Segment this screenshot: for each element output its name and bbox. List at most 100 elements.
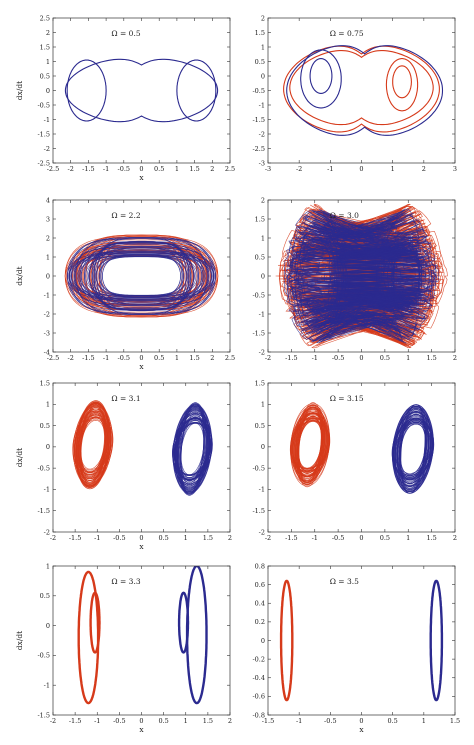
y-tick-label: -1 (44, 682, 50, 690)
x-tick-label: -0.5 (113, 534, 126, 542)
x-tick-label: 1 (175, 354, 179, 362)
trajectory-line (99, 256, 184, 296)
y-tick-label: -2 (44, 145, 50, 153)
y-tick-label: -1 (44, 486, 50, 494)
x-tick-label: -1 (94, 717, 100, 725)
x-tick-label: -1 (296, 717, 302, 725)
x-tick-label: 0 (139, 534, 143, 542)
trajectory-line (283, 45, 440, 133)
y-tick-label: -1.5 (252, 329, 265, 337)
trajectory-line (293, 412, 328, 478)
axes-frame (267, 565, 456, 716)
subplot-title: Ω = 3.0 (330, 211, 359, 220)
trajectory-line (309, 58, 333, 94)
trajectory-line (400, 407, 426, 491)
x-tick-label: 2 (453, 534, 457, 542)
trajectory-line (290, 418, 330, 472)
subplot-title: Ω = 3.15 (330, 394, 364, 403)
x-tick-label: 2 (453, 354, 457, 362)
y-tick-label: -2 (44, 528, 50, 536)
y-tick-label: 1 (46, 562, 50, 570)
x-tick-label: -1 (327, 165, 333, 173)
plot-area (289, 402, 435, 494)
y-tick-label: -1 (259, 101, 265, 109)
y-tick-label: 1.5 (255, 29, 265, 37)
x-tick-label: 0 (139, 165, 143, 173)
plot-area (64, 234, 219, 318)
x-tick-label: 0.5 (158, 717, 168, 725)
trajectory-line (95, 256, 188, 296)
y-tick-label: 0 (261, 72, 265, 80)
subplot-7: -2 -1.5 -1 -0.5 0 0.5 1 1.5 210.50-0.5-1-1.5Ω = … (15, 562, 232, 734)
x-tick-label: -0.5 (332, 354, 345, 362)
x-axis-label: x (359, 725, 364, 734)
trajectory-line (385, 58, 419, 112)
x-tick-label: 2.5 (225, 354, 235, 362)
x-axis-label: x (139, 362, 144, 371)
x-axis-label: x (139, 173, 144, 182)
x-tick-label: 1.5 (426, 354, 436, 362)
x-tick-label: 0.5 (387, 717, 397, 725)
y-tick-label: 0.2 (255, 618, 265, 626)
x-tick-label: 0.5 (380, 354, 390, 362)
trajectory-line (286, 45, 444, 136)
trajectory-line (102, 254, 181, 298)
y-tick-label: -1.5 (37, 711, 50, 719)
x-tick-label: -0.5 (118, 165, 131, 173)
y-tick-label: -2 (259, 528, 265, 536)
y-tick-label: -4 (44, 348, 50, 356)
x-tick-label: 1.5 (426, 534, 436, 542)
y-tick-label: -1 (44, 291, 50, 299)
trajectory-line (174, 422, 211, 476)
trajectory-line (283, 209, 439, 343)
y-axis-label: dx/dt (15, 448, 24, 467)
y-tick-label: -3 (259, 159, 265, 167)
y-tick-label: 2 (46, 234, 50, 242)
x-tick-label: -1.5 (285, 354, 298, 362)
trajectory-line (74, 411, 111, 479)
x-tick-label: 2 (210, 354, 214, 362)
subplot-6: -2 -1.5 -1 -0.5 0 0.5 1 1.5 2 1.5 1 0.5 0 -0.5 -1 -1.5 -… (252, 379, 457, 542)
x-tick-label: 1.5 (203, 717, 213, 725)
y-tick-label: 1 (261, 401, 265, 409)
y-tick-label: -0.6 (252, 693, 265, 701)
x-tick-label: 1 (175, 165, 179, 173)
y-tick-label: 0.5 (40, 72, 50, 80)
trajectory-line (279, 579, 294, 702)
trajectory-line (71, 256, 212, 296)
trajectory-line (69, 246, 214, 306)
y-tick-label: -0.2 (252, 655, 265, 663)
trajectory-line (185, 566, 208, 705)
subplot-title: Ω = 3.1 (111, 394, 140, 403)
trajectory-line (177, 591, 190, 654)
trajectory-line (298, 418, 322, 472)
axes-frame (52, 17, 231, 164)
x-tick-label: 0 (139, 354, 143, 362)
trajectory-line (89, 244, 194, 308)
trajectory-line (88, 250, 195, 302)
y-tick-label: 1 (46, 58, 50, 66)
y-tick-label: 0 (261, 637, 265, 645)
y-tick-label: -2 (44, 310, 50, 318)
y-axis-label: dx/dt (15, 81, 24, 100)
x-tick-label: -2 (265, 534, 271, 542)
x-tick-label: -2 (265, 354, 271, 362)
x-tick-label: -1.5 (82, 354, 95, 362)
y-tick-label: 1 (261, 234, 265, 242)
subplot-title: Ω = 0.75 (330, 29, 364, 38)
subplot-1: -2.5 -2 -1.5 -1 -0.5 0 0.5 1 1.5 2 2.5 2.5 2 1.5 1 0.5 0… (15, 14, 235, 182)
trajectory-line (176, 59, 217, 122)
trajectory-line (88, 256, 195, 296)
y-tick-label: 3 (46, 215, 50, 223)
y-tick-label: 0.5 (255, 253, 265, 261)
x-tick-label: -2 (68, 354, 74, 362)
x-tick-label: -3 (265, 165, 271, 173)
x-axis-label: x (139, 725, 144, 734)
x-tick-label: -2 (50, 717, 56, 725)
y-tick-label: 0.6 (255, 581, 265, 589)
trajectory-line (66, 59, 107, 122)
x-tick-label: -1.5 (285, 534, 298, 542)
trajectory-line (64, 58, 219, 123)
x-tick-label: 1.5 (189, 165, 199, 173)
x-axis-label: x (139, 542, 144, 551)
